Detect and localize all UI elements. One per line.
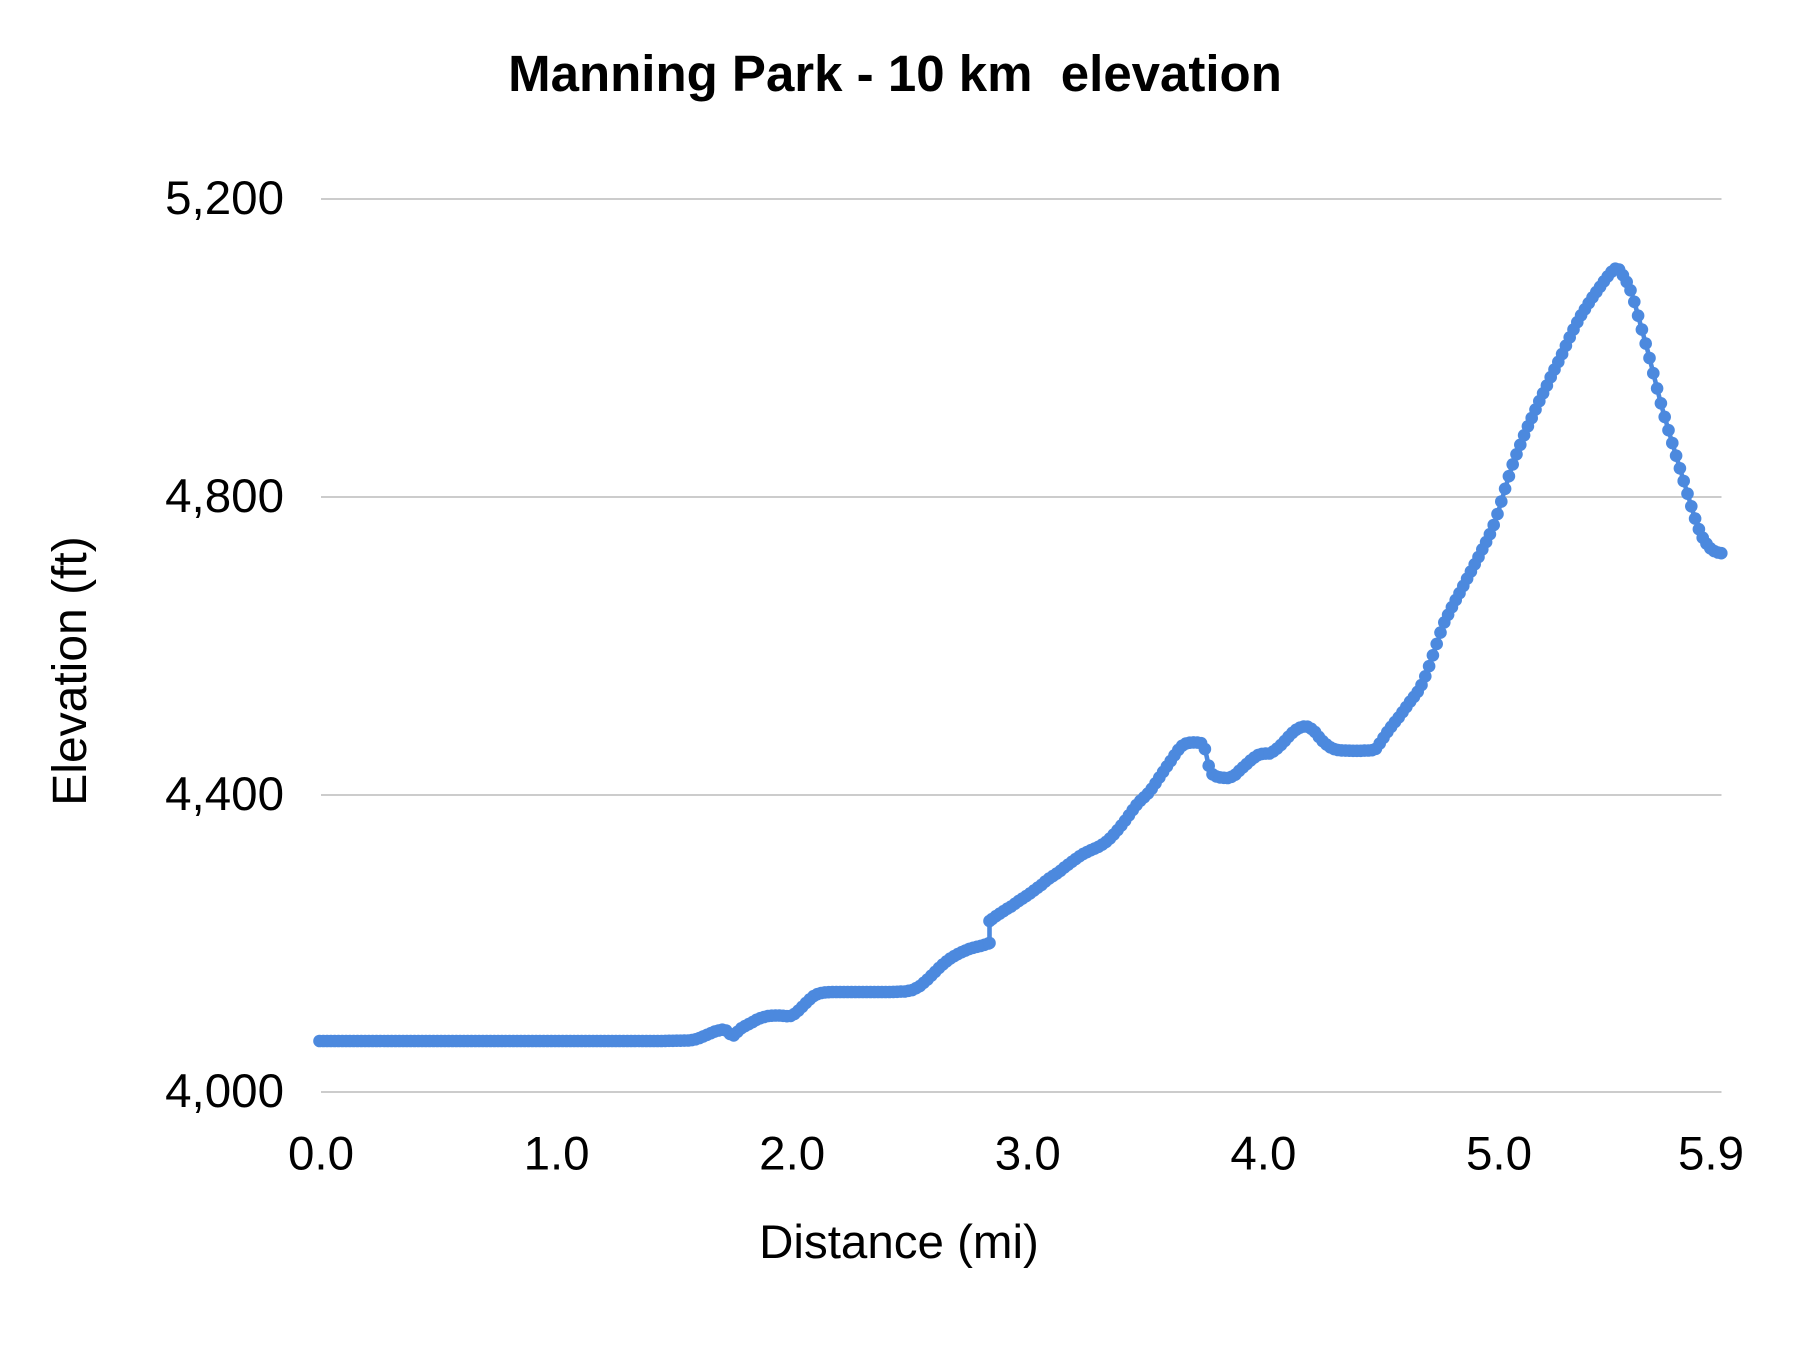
svg-text:4,000: 4,000 — [165, 1065, 284, 1118]
svg-text:5.9: 5.9 — [1678, 1128, 1744, 1181]
svg-text:4,400: 4,400 — [165, 768, 284, 821]
svg-text:3.0: 3.0 — [995, 1128, 1061, 1181]
svg-text:Manning Park - 10 km elevatio: Manning Park - 10 km elevation — [508, 45, 1282, 102]
svg-text:1.0: 1.0 — [524, 1128, 590, 1181]
svg-text:5,200: 5,200 — [165, 172, 284, 225]
svg-text:Elevation (ft): Elevation (ft) — [44, 536, 97, 805]
svg-text:Distance (mi): Distance (mi) — [759, 1216, 1039, 1269]
svg-text:4,800: 4,800 — [165, 470, 284, 523]
svg-text:4.0: 4.0 — [1230, 1128, 1296, 1181]
svg-text:5.0: 5.0 — [1466, 1128, 1532, 1181]
svg-text:0.0: 0.0 — [288, 1128, 354, 1181]
svg-text:2.0: 2.0 — [759, 1128, 825, 1181]
